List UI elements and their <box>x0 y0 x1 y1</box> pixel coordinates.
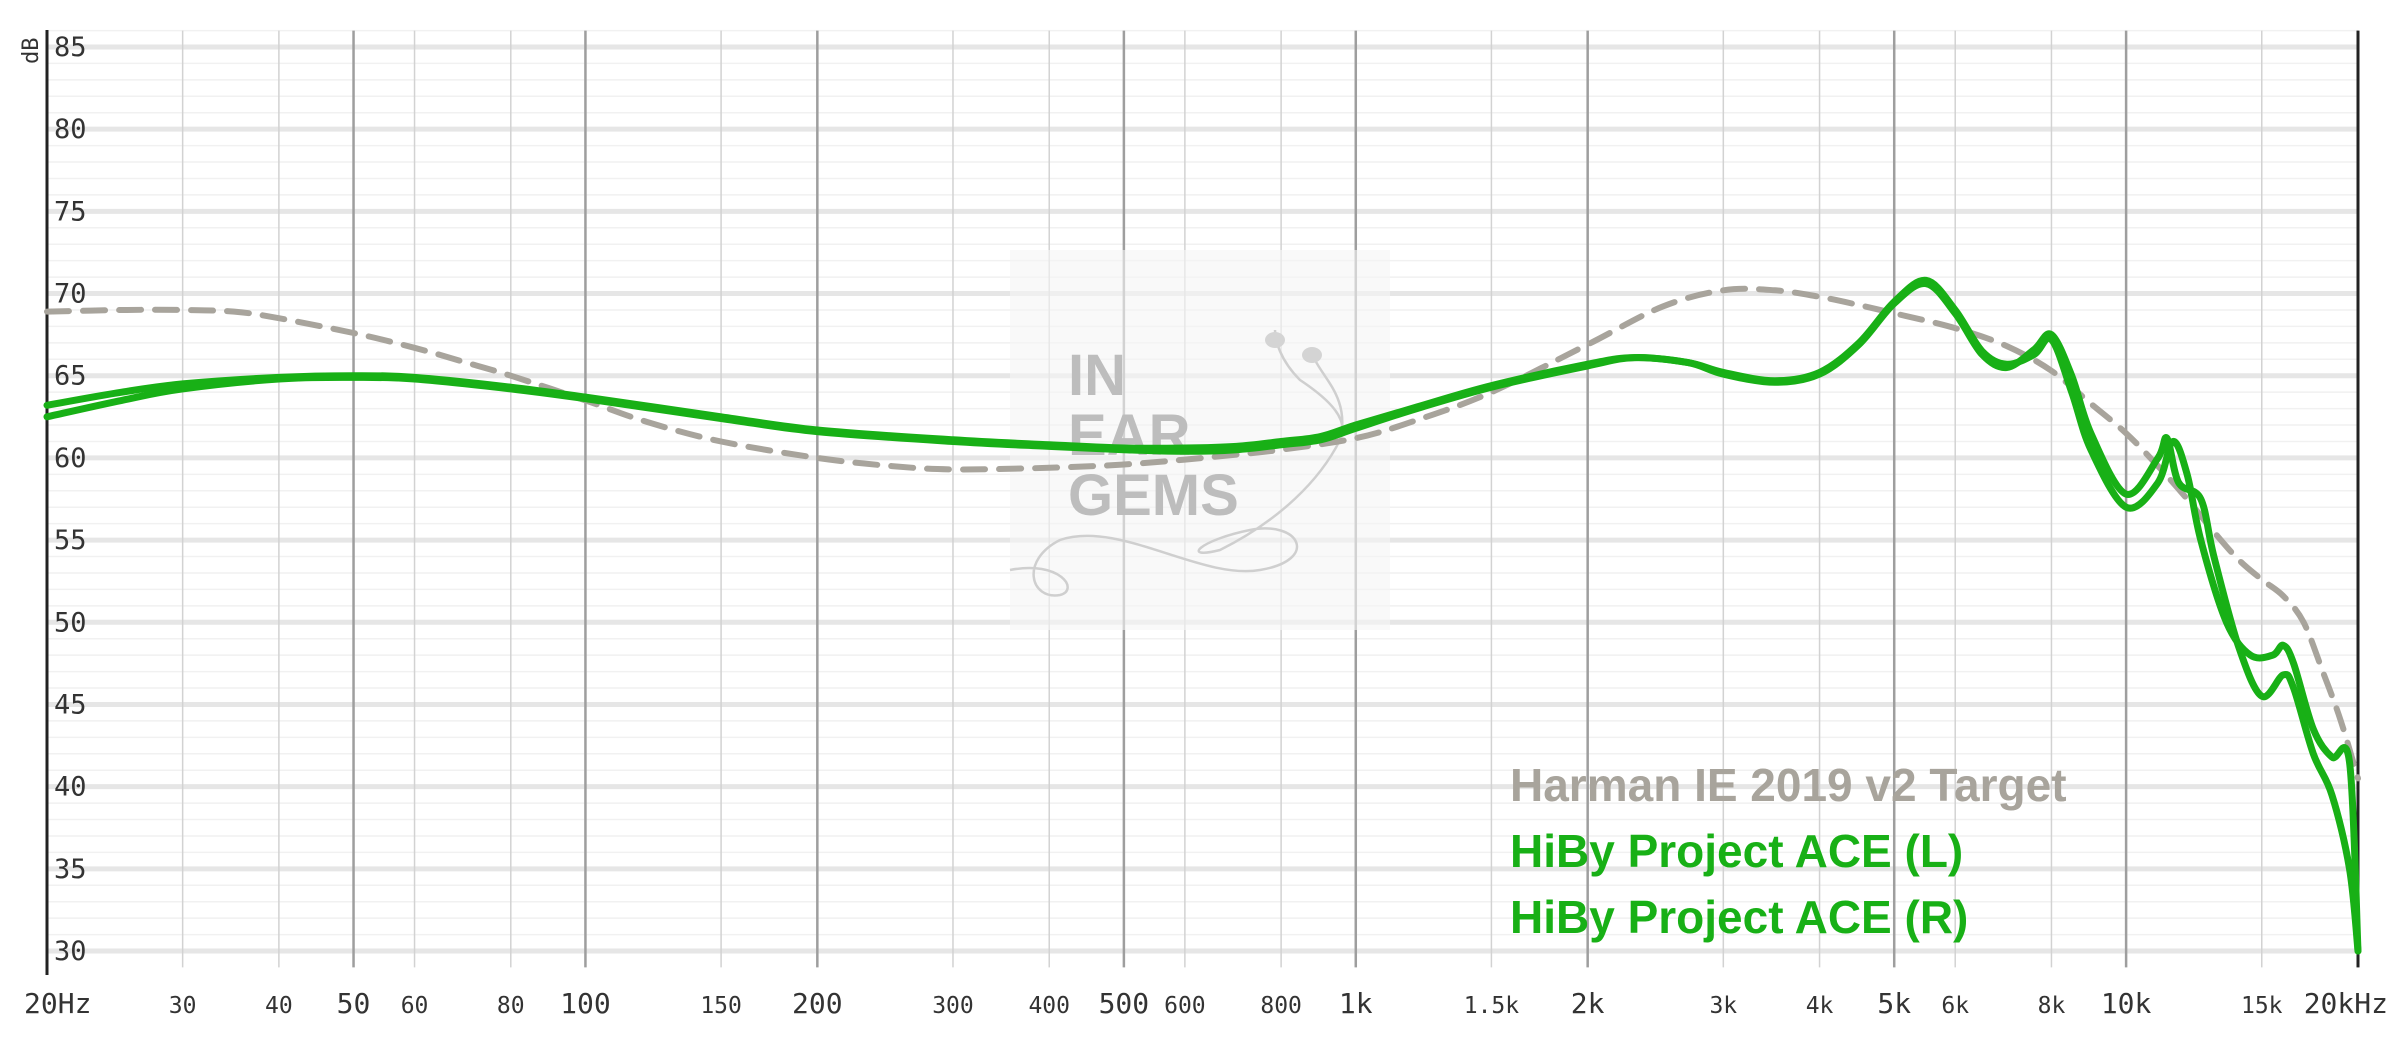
x-tick-label: 20Hz <box>24 987 91 1020</box>
earbud-right-icon <box>1302 347 1322 363</box>
x-tick-label: 40 <box>265 993 293 1019</box>
y-tick-label: 50 <box>54 607 87 638</box>
x-tick-label: 2k <box>1571 987 1605 1020</box>
earbud-left-icon <box>1265 332 1285 348</box>
y-tick-label: 30 <box>54 936 87 967</box>
x-tick-label: 5k <box>1877 987 1911 1020</box>
x-tick-label: 10k <box>2101 987 2152 1020</box>
y-tick-label: 40 <box>54 772 87 803</box>
curves <box>43 276 2362 955</box>
x-tick-label: 1.5k <box>1464 993 1520 1019</box>
y-tick-label: 60 <box>54 443 87 474</box>
x-tick-label: 800 <box>1260 993 1302 1019</box>
legend-entry: HiBy Project ACE (R) <box>1510 891 1968 943</box>
watermark-text: GEMS <box>1068 463 1239 528</box>
x-tick-label: 4k <box>1806 993 1834 1019</box>
x-tick-label: 20kHz <box>2304 987 2388 1020</box>
x-tick-label: 1k <box>1339 987 1373 1020</box>
y-tick-label: 35 <box>54 854 87 885</box>
x-tick-label: 500 <box>1099 987 1150 1020</box>
x-tick-label: 3k <box>1709 993 1737 1019</box>
x-tick-label: 150 <box>700 993 742 1019</box>
x-tick-label: 300 <box>932 993 974 1019</box>
x-tick-label: 60 <box>401 993 429 1019</box>
series-line-2 <box>43 280 2362 955</box>
watermark-text: EAR <box>1068 403 1190 468</box>
legend-entry: HiBy Project ACE (L) <box>1510 825 1963 877</box>
y-tick-label: 85 <box>54 32 87 63</box>
x-tick-label: 400 <box>1028 993 1070 1019</box>
x-tick-label: 80 <box>497 993 525 1019</box>
x-tick-label: 30 <box>169 993 197 1019</box>
x-tick-label: 8k <box>2038 993 2066 1019</box>
y-tick-label: 75 <box>54 196 87 227</box>
y-tick-label: 70 <box>54 279 87 310</box>
y-tick-label: 45 <box>54 689 87 720</box>
x-tick-label: 600 <box>1164 993 1206 1019</box>
watermark-text: IN <box>1068 343 1126 408</box>
legend: Harman IE 2019 v2 Target HiBy Project ACE… <box>1510 759 2067 943</box>
x-tick-label: 15k <box>2241 993 2283 1019</box>
y-tick-label: 80 <box>54 114 87 145</box>
y-tick-label: 55 <box>54 525 87 556</box>
y-tick-label: 65 <box>54 361 87 392</box>
x-tick-label: 50 <box>337 987 371 1020</box>
legend-entry: Harman IE 2019 v2 Target <box>1510 759 2067 811</box>
axes: 85 80 75 70 65 60 55 50 45 40 35 30 dB 20Hz 30 40 50 60 80… <box>19 30 2388 1020</box>
y-axis-label: dB <box>19 38 44 65</box>
x-tick-label: 200 <box>792 987 843 1020</box>
x-tick-label: 100 <box>560 987 611 1020</box>
x-tick-label: 6k <box>1941 993 1969 1019</box>
